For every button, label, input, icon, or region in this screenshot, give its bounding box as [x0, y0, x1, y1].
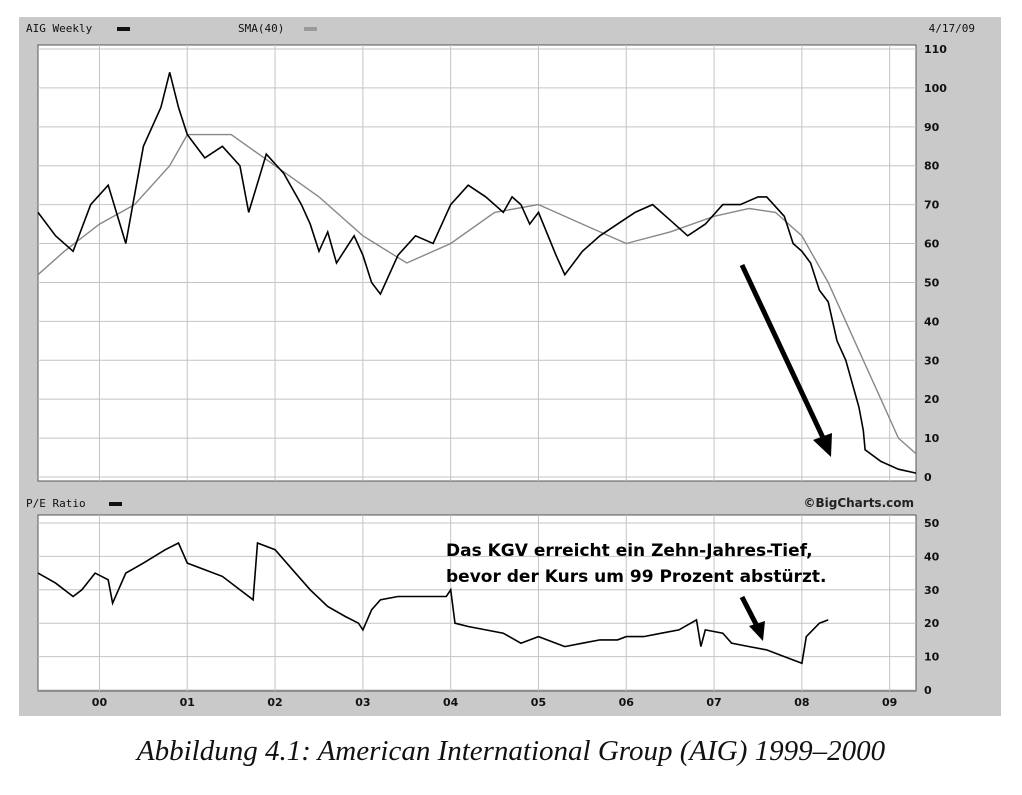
price-y-tick-label: 20 — [924, 393, 940, 406]
x-axis: 00 01 02 03 04 05 06 07 08 09 — [92, 696, 898, 709]
x-tick-label: 01 — [180, 696, 195, 709]
pe-y-tick-label: 40 — [924, 550, 940, 563]
series-legend-swatch — [117, 27, 130, 31]
pe-arrow-shaft — [739, 595, 761, 630]
x-tick-label: 06 — [619, 696, 635, 709]
price-arrow-head — [813, 433, 832, 457]
price-y-tick-label: 80 — [924, 160, 940, 173]
x-tick-label: 02 — [267, 696, 282, 709]
price-arrow-shaft — [739, 263, 828, 444]
price-y-axis: 0 10 20 30 40 50 60 70 80 90 100 110 — [924, 43, 947, 484]
pe-y-tick-label: 30 — [924, 584, 940, 597]
credit-label: ©BigCharts.com — [803, 496, 914, 510]
price-y-tick-label: 90 — [924, 121, 940, 134]
header-date: 4/17/09 — [929, 22, 975, 35]
pe-label: P/E Ratio — [26, 497, 86, 510]
price-y-tick-label: 70 — [924, 199, 940, 212]
sma-label: SMA(40) — [238, 22, 284, 35]
pe-y-tick-label: 10 — [924, 651, 940, 664]
pe-legend-swatch — [109, 502, 122, 506]
x-tick-label: 08 — [794, 696, 809, 709]
x-tick-label: 09 — [882, 696, 897, 709]
price-plot-area — [37, 44, 917, 482]
figure-caption: Abbildung 4.1: American International Gr… — [136, 735, 886, 767]
x-tick-label: 00 — [92, 696, 108, 709]
pe-ratio-line — [37, 541, 829, 665]
price-y-tick-label: 0 — [924, 471, 932, 484]
price-line — [37, 72, 917, 474]
x-tick-label: 05 — [531, 696, 546, 709]
pe-y-tick-label: 0 — [924, 684, 932, 697]
price-y-tick-label: 110 — [924, 43, 947, 56]
annotation-line2: bevor der Kurs um 99 Prozent abstürzt. — [446, 567, 826, 587]
price-y-tick-label: 50 — [924, 276, 940, 289]
pe-arrow-head — [749, 621, 765, 641]
price-y-tick-label: 40 — [924, 315, 940, 328]
price-grid — [38, 45, 916, 481]
pe-y-tick-label: 50 — [924, 517, 940, 530]
x-tick-label: 07 — [706, 696, 721, 709]
price-y-tick-label: 60 — [924, 238, 940, 251]
sma40-line — [37, 133, 917, 455]
sma-legend-swatch — [304, 27, 317, 31]
pe-plot-area — [37, 514, 917, 692]
x-tick-label: 04 — [443, 696, 459, 709]
price-y-tick-label: 10 — [924, 432, 940, 445]
pe-y-tick-label: 20 — [924, 617, 940, 630]
series-label: AIG Weekly — [26, 22, 93, 35]
price-y-tick-label: 30 — [924, 354, 940, 367]
price-y-tick-label: 100 — [924, 82, 947, 95]
annotation-line1: Das KGV erreicht ein Zehn-Jahres-Tief, — [446, 541, 813, 561]
pe-y-axis: 0 10 20 30 40 50 — [924, 517, 940, 697]
x-tick-label: 03 — [355, 696, 370, 709]
